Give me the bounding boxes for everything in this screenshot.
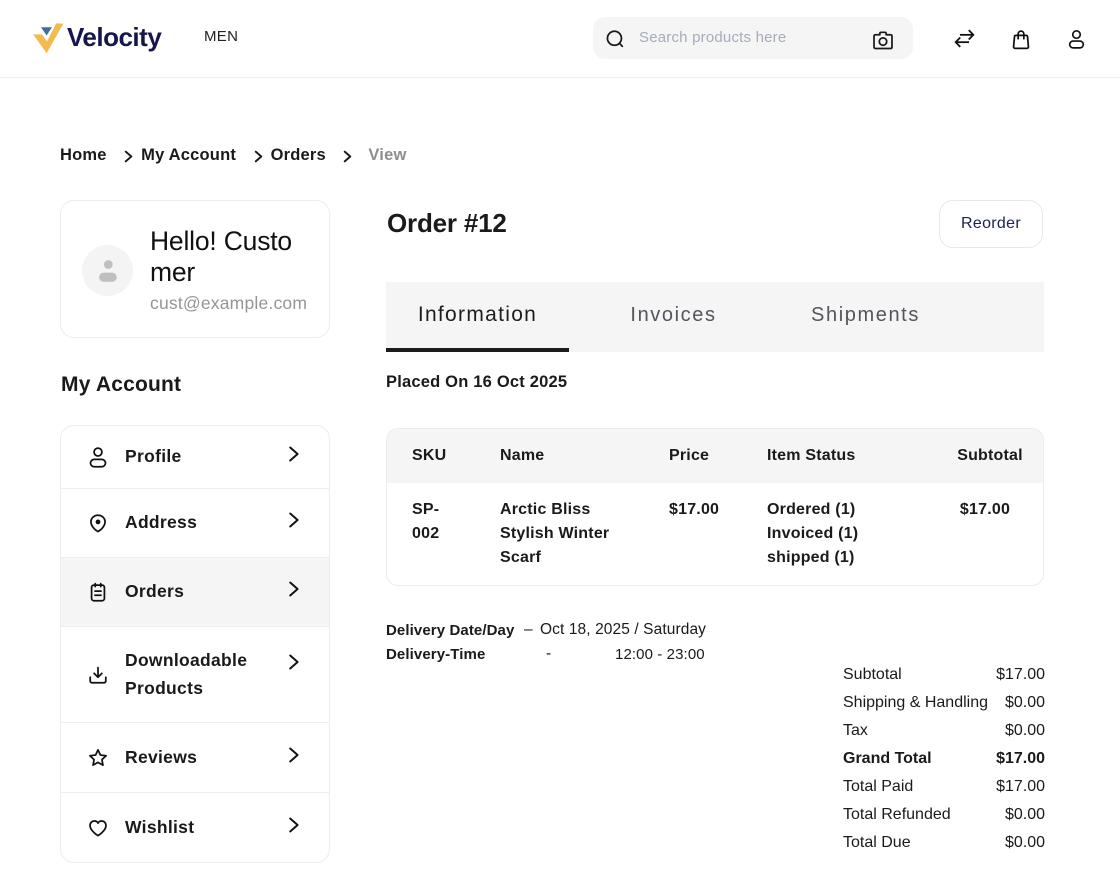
svg-text:Velocity: Velocity: [67, 22, 162, 52]
